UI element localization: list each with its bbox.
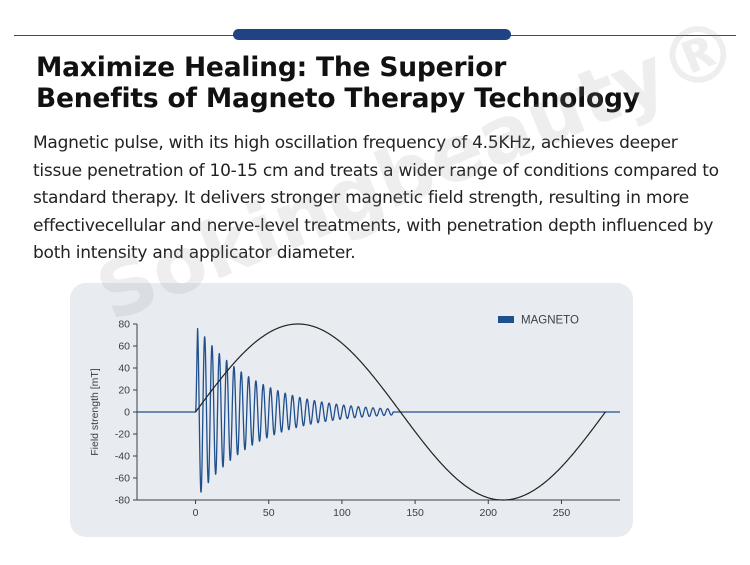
x-tick-label: 0	[193, 507, 199, 519]
y-tick-label: 80	[118, 319, 130, 331]
x-tick-label: 150	[406, 507, 424, 519]
top-accent-bar	[233, 29, 511, 40]
y-tick-label: 40	[118, 363, 130, 375]
chart-card	[70, 283, 633, 537]
y-tick-label: -40	[115, 451, 130, 463]
x-tick-label: 100	[333, 507, 351, 519]
intro-paragraph: Magnetic pulse, with its high oscillatio…	[33, 133, 719, 263]
x-tick-label: 250	[553, 507, 571, 519]
legend-swatch	[498, 316, 514, 323]
y-axis-label: Field strength [mT]	[89, 368, 101, 456]
y-tick-label: -60	[115, 473, 130, 485]
page-headline: Maximize Healing: The Superior Benefits …	[36, 52, 726, 114]
y-tick-label: 20	[118, 385, 130, 397]
chart-legend: MAGNETO	[498, 315, 579, 327]
series-magneto	[137, 327, 620, 493]
headline-line-1: Maximize Healing: The Superior	[36, 52, 507, 83]
x-tick-label: 50	[263, 507, 275, 519]
y-tick-label: 0	[124, 407, 130, 419]
y-tick-label: 60	[118, 341, 130, 353]
chart-series-layer	[137, 323, 620, 501]
y-tick-label: -80	[115, 495, 130, 507]
series-sine-wave	[195, 323, 606, 501]
x-tick-label: 200	[480, 507, 498, 519]
legend-label: MAGNETO	[521, 315, 579, 327]
headline-line-2: Benefits of Magneto Therapy Technology	[36, 83, 640, 114]
y-tick-label: -20	[115, 429, 130, 441]
